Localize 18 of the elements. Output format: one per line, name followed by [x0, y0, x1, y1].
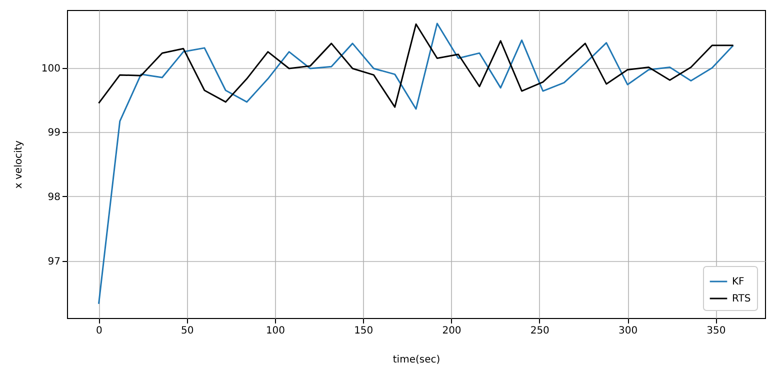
x-axis-title: time(sec): [392, 354, 440, 366]
x-tick-label: 350: [706, 326, 726, 336]
x-tick-label: 50: [180, 326, 194, 336]
x-tick-label: 250: [530, 326, 550, 336]
x-tick-label: 300: [618, 326, 638, 336]
x-tick-label: 100: [266, 326, 286, 336]
line-series: [98, 22, 734, 305]
y-tick-label: 99: [48, 128, 60, 139]
legend-label: KF: [732, 276, 745, 288]
x-tick-label: 150: [354, 326, 374, 336]
x-tick-label: 0: [96, 326, 102, 336]
line-series: [98, 23, 734, 108]
y-tick-label: 100: [41, 63, 60, 74]
y-axis-title: x velocity: [14, 140, 24, 189]
y-tick-label: 97: [48, 256, 60, 268]
legend-label: RTS: [732, 294, 751, 304]
y-tick-label: 98: [48, 192, 60, 203]
x-tick-label: 200: [442, 326, 462, 336]
